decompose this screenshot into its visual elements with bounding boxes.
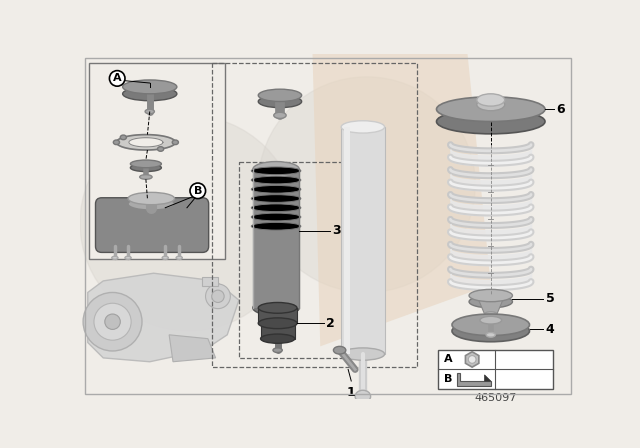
- Ellipse shape: [172, 140, 179, 145]
- FancyBboxPatch shape: [95, 198, 209, 252]
- Bar: [202, 277, 218, 286]
- Ellipse shape: [480, 316, 502, 324]
- Bar: [260, 323, 294, 339]
- Ellipse shape: [341, 348, 385, 360]
- Ellipse shape: [252, 185, 301, 193]
- Polygon shape: [465, 352, 479, 367]
- Ellipse shape: [355, 390, 371, 403]
- Bar: [239, 162, 359, 358]
- Bar: [90, 63, 225, 259]
- Polygon shape: [477, 296, 505, 314]
- Ellipse shape: [469, 296, 513, 308]
- Text: 465097: 465097: [474, 393, 516, 403]
- Ellipse shape: [486, 332, 495, 337]
- Ellipse shape: [259, 318, 297, 329]
- Text: 4: 4: [546, 323, 554, 336]
- Text: A: A: [444, 354, 453, 365]
- Ellipse shape: [436, 109, 545, 134]
- Ellipse shape: [131, 160, 161, 168]
- Polygon shape: [484, 375, 491, 381]
- Ellipse shape: [252, 204, 301, 211]
- Bar: [212, 63, 417, 367]
- Ellipse shape: [157, 146, 164, 151]
- Ellipse shape: [145, 109, 154, 114]
- Ellipse shape: [253, 162, 300, 177]
- Text: 1: 1: [346, 386, 355, 400]
- Bar: [344, 127, 351, 354]
- Ellipse shape: [259, 95, 301, 108]
- Polygon shape: [88, 273, 239, 362]
- Ellipse shape: [259, 302, 297, 313]
- Ellipse shape: [469, 289, 513, 302]
- Circle shape: [205, 284, 230, 309]
- Ellipse shape: [274, 112, 286, 118]
- Ellipse shape: [131, 164, 161, 172]
- Ellipse shape: [125, 256, 131, 259]
- Bar: [253, 169, 300, 308]
- Ellipse shape: [112, 256, 118, 259]
- Ellipse shape: [452, 314, 529, 336]
- Text: 5: 5: [546, 292, 554, 305]
- Ellipse shape: [123, 87, 177, 101]
- Ellipse shape: [252, 195, 301, 202]
- Ellipse shape: [140, 175, 152, 179]
- Ellipse shape: [452, 320, 529, 342]
- Ellipse shape: [477, 99, 505, 111]
- Text: B: B: [444, 375, 452, 384]
- Ellipse shape: [477, 94, 505, 106]
- Ellipse shape: [123, 80, 177, 94]
- Ellipse shape: [176, 256, 182, 259]
- Polygon shape: [129, 138, 163, 147]
- Ellipse shape: [252, 176, 301, 184]
- Bar: [253, 231, 298, 308]
- Bar: [259, 308, 297, 323]
- Polygon shape: [457, 373, 491, 386]
- Circle shape: [105, 314, 120, 329]
- Text: 3: 3: [333, 224, 341, 237]
- Ellipse shape: [259, 89, 301, 102]
- Text: B: B: [194, 186, 202, 196]
- Ellipse shape: [113, 140, 120, 145]
- Ellipse shape: [252, 222, 301, 230]
- Text: 2: 2: [326, 317, 335, 330]
- Ellipse shape: [252, 213, 301, 221]
- Bar: [438, 350, 553, 389]
- Circle shape: [212, 290, 224, 302]
- Polygon shape: [169, 335, 216, 362]
- Polygon shape: [116, 134, 175, 150]
- Ellipse shape: [468, 356, 476, 363]
- Ellipse shape: [436, 97, 545, 121]
- Circle shape: [83, 293, 142, 351]
- Circle shape: [94, 303, 131, 340]
- Bar: [341, 127, 385, 354]
- Ellipse shape: [252, 167, 301, 175]
- Circle shape: [259, 77, 476, 293]
- Polygon shape: [312, 54, 491, 346]
- Ellipse shape: [128, 192, 175, 205]
- Ellipse shape: [260, 334, 294, 343]
- Ellipse shape: [341, 121, 385, 133]
- Ellipse shape: [120, 135, 127, 140]
- Ellipse shape: [128, 198, 175, 210]
- Ellipse shape: [162, 256, 168, 259]
- Ellipse shape: [253, 300, 300, 315]
- Text: A: A: [113, 73, 122, 83]
- Circle shape: [80, 116, 297, 331]
- Ellipse shape: [333, 346, 346, 354]
- Text: 6: 6: [557, 103, 565, 116]
- Ellipse shape: [484, 312, 497, 316]
- Ellipse shape: [273, 348, 282, 353]
